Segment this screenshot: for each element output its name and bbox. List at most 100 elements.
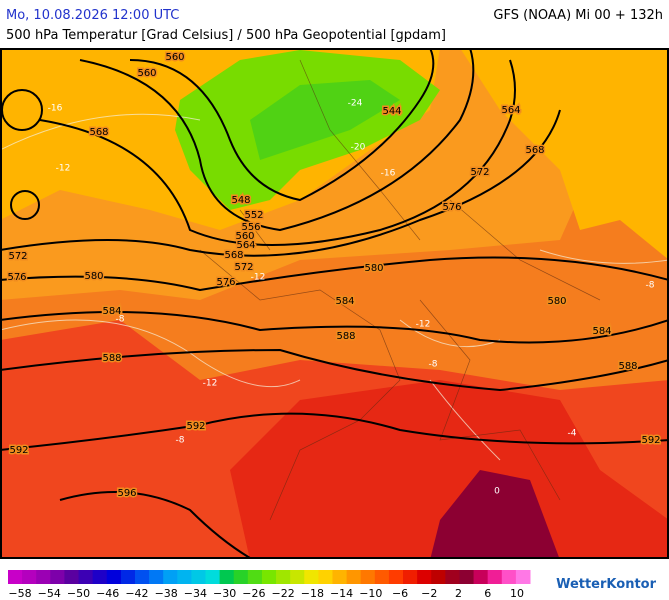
colorbar-swatch [304, 570, 319, 584]
temperature-label: -8 [429, 360, 438, 370]
colorbar-swatch [78, 570, 94, 584]
geopotential-label: 552 [244, 210, 263, 221]
geopotential-label: 572 [470, 167, 489, 178]
temperature-label: -24 [348, 99, 363, 109]
colorbar-swatch [459, 570, 475, 584]
colorbar-swatch [487, 570, 503, 584]
field-green-core [250, 80, 400, 160]
geopotential-label: 580 [364, 263, 383, 274]
temperature-label: -16 [381, 169, 396, 179]
geopotential-label: 556 [241, 222, 260, 233]
geopotential-label: 596 [117, 488, 136, 499]
geopotential-label: 584 [102, 306, 121, 317]
colorbar-label: 10 [510, 587, 524, 600]
colorbar-swatch [515, 570, 531, 584]
geopotential-label: 588 [102, 353, 121, 364]
colorbar-swatch [388, 570, 404, 584]
colorbar-swatch [417, 570, 432, 584]
colorbar-swatch [120, 570, 136, 584]
colorbar-swatch [191, 570, 207, 584]
colorbar-swatch [247, 570, 263, 584]
geopotential-label: 576 [442, 202, 461, 213]
colorbar-swatch [92, 570, 108, 584]
temperature-label: -20 [351, 143, 366, 153]
colorbar-swatch [149, 570, 164, 584]
colorbar-label: −54 [38, 587, 61, 600]
colorbar-swatch [473, 570, 489, 584]
map [0, 48, 669, 559]
colorbar-label: −10 [359, 587, 382, 600]
temperature-label: -12 [203, 379, 218, 389]
geopotential-label: 588 [336, 331, 355, 342]
temperature-label: -4 [568, 429, 577, 439]
geopotential-label: 568 [525, 145, 544, 156]
temperature-label: -8 [116, 315, 125, 325]
geopotential-label: 572 [8, 251, 27, 262]
colorbar-label: 2 [455, 587, 462, 600]
model: GFS (NOAA) Mi 00 + 132h [493, 8, 663, 23]
colorbar-label: −18 [301, 587, 324, 600]
geopotential-label: 592 [641, 435, 660, 446]
colorbar-label: −38 [155, 587, 178, 600]
colorbar-swatch [276, 570, 291, 584]
geopotential-label: 564 [501, 105, 520, 116]
map-frame [0, 48, 669, 559]
geopotential-label: 560 [137, 68, 156, 79]
colorbar-swatch [403, 570, 418, 584]
field-maroon [430, 470, 560, 558]
colorbar-swatch [8, 570, 23, 584]
colorbar-swatch [219, 570, 235, 584]
colorbar-label: −2 [421, 587, 437, 600]
temperature-label: -12 [416, 320, 431, 330]
colorbar-label: −50 [67, 587, 90, 600]
colorbar-label: −26 [242, 587, 265, 600]
colorbar-swatch [374, 570, 390, 584]
colorbar-swatch [346, 570, 362, 584]
colorbar-label: −22 [272, 587, 295, 600]
colorbar-swatch [163, 570, 178, 584]
geopotential-label: 544 [382, 106, 401, 117]
date: Mo, 10.08.2026 12:00 UTC [6, 8, 179, 23]
colorbar-swatch [177, 570, 192, 584]
colorbar-label: −42 [125, 587, 148, 600]
colorbar-swatch [318, 570, 333, 584]
colorbar-swatch [205, 570, 221, 584]
geopotential-label: 576 [216, 277, 235, 288]
geopotential-label: 568 [224, 250, 243, 261]
temperature-label: -12 [56, 164, 71, 174]
colorbar-swatch [22, 570, 37, 584]
colorbar-swatch [261, 570, 277, 584]
geopotential-label: 560 [165, 52, 184, 63]
geopotential-label: 592 [186, 421, 205, 432]
colorbar-label: −46 [96, 587, 119, 600]
temperature-label: -8 [176, 436, 185, 446]
colorbar-label: −6 [392, 587, 408, 600]
colorbar-label: −14 [330, 587, 353, 600]
geopotential-label: 584 [592, 326, 611, 337]
colorbar-swatch [290, 570, 305, 584]
geopotential-label: 592 [9, 445, 28, 456]
field-yellow-east [460, 49, 668, 260]
colorbar-swatch [36, 570, 51, 584]
colorbar-label: −30 [213, 587, 236, 600]
geopotential-label: 576 [7, 272, 26, 283]
colorbar-swatch [50, 570, 65, 584]
geopotential-label: 564 [236, 240, 255, 251]
colorbar-swatch [431, 570, 446, 584]
geopotential-label: 548 [231, 195, 250, 206]
colorbar-swatch [106, 570, 122, 584]
colorbar-swatch [64, 570, 80, 584]
temperature-label: -12 [251, 273, 266, 283]
subtitle: 500 hPa Temperatur [Grad Celsius] / 500 … [6, 28, 446, 43]
field-red-dark [230, 380, 668, 558]
logo: WetterKontor [556, 577, 657, 592]
geopotential-label: 580 [84, 271, 103, 282]
geopotential-label: 572 [234, 262, 253, 273]
temperature-label: -16 [48, 104, 63, 114]
colorbar-label: −58 [8, 587, 31, 600]
colorbar-swatch [134, 570, 150, 584]
colorbar-swatch [445, 570, 460, 584]
geopotential-label: 568 [89, 127, 108, 138]
geopotential-label: 588 [618, 361, 637, 372]
colorbar-label: 6 [484, 587, 491, 600]
